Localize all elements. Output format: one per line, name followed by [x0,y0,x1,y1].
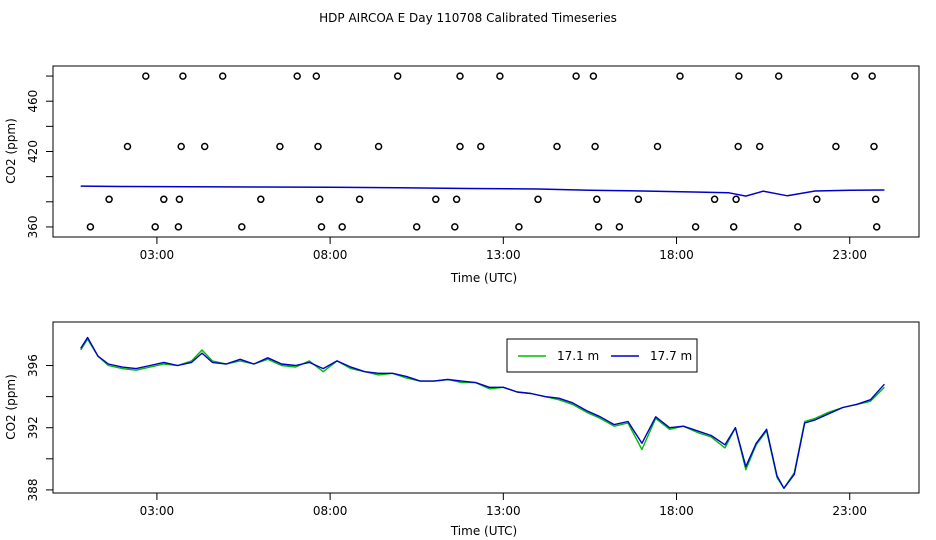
top-marker-point [293,72,301,80]
top-x-tick-label: 23:00 [832,248,867,262]
bottom-panel: 388 392 396 03:00 08:00 13:00 18:00 23:00 17.1… [4,321,920,538]
top-y-axis: 360 420 460 [26,75,53,238]
top-marker-point [534,195,542,204]
top-marker-point [553,142,561,151]
top-marker-point [151,223,159,231]
top-marker-point [794,223,802,231]
bottom-y-axis: 388 392 396 [26,354,53,501]
bottom-y-tick-label: 392 [26,416,40,439]
top-marker-point [456,142,464,151]
top-marker-point [594,223,603,231]
bottom-x-tick-label: 18:00 [659,504,694,518]
top-marker-point [314,142,322,151]
legend: 17.1 m 17.7 m [506,338,698,373]
top-y-tick-label: 360 [26,215,40,238]
top-marker-point [160,195,168,204]
top-marker-point [732,195,740,204]
top-marker-point [735,72,743,80]
top-marker-point [179,72,187,80]
bottom-x-tick-label: 23:00 [832,504,867,518]
top-marker-point [813,195,821,204]
top-marker-point [615,223,624,231]
top-marker-point [710,195,719,204]
legend-label-17-1m: 17.1 m [557,349,599,363]
series-line-17-1m [80,338,885,489]
top-marker-point [593,195,601,204]
top-marker-point [832,142,840,151]
top-marker-point [729,223,738,231]
top-x-tick-label: 13:00 [486,248,521,262]
top-marker-point [374,142,383,151]
top-marker-point [123,142,132,151]
top-marker-point [177,142,185,151]
legend-label-17-7m: 17.7 m [650,349,692,363]
top-marker-point [634,195,643,204]
top-co2-line [80,185,885,197]
top-markers [86,72,881,231]
top-x-tick-label: 18:00 [659,248,694,262]
top-marker-point [432,195,440,204]
top-series-line [80,185,885,197]
top-marker-point [218,72,227,80]
top-marker-point [851,72,859,80]
bottom-x-axis-label: Time (UTC) [450,524,517,538]
top-marker-point [515,223,523,231]
top-panel: 360 420 460 03:00 08:00 13:00 18:00 23:00 Time… [4,65,920,285]
series-line-17-7m [80,336,885,489]
top-x-axis: 03:00 08:00 13:00 18:00 23:00 [140,237,867,262]
bottom-x-axis: 03:00 08:00 13:00 18:00 23:00 [140,493,867,518]
top-marker-point [257,195,265,204]
top-marker-point [105,195,113,204]
top-marker-point [496,72,504,80]
top-marker-point [451,223,459,231]
top-marker-point [315,195,324,204]
top-marker-point [393,72,402,80]
top-marker-point [238,223,246,231]
top-marker-point [572,72,580,80]
top-marker-point [871,195,880,204]
top-marker-point [86,223,95,231]
top-marker-point [355,195,364,204]
top-marker-point [317,223,326,231]
bottom-x-tick-label: 13:00 [486,504,521,518]
bottom-x-tick-label: 08:00 [313,504,348,518]
bottom-y-tick-label: 388 [26,478,40,501]
top-marker-point [200,142,209,151]
bottom-series-lines [80,336,885,489]
top-marker-point [142,72,150,80]
bottom-y-axis-label: CO2 (ppm) [4,374,18,440]
top-marker-point [175,195,184,204]
top-marker-point [591,142,599,151]
top-marker-point [676,72,684,80]
top-y-tick-label: 460 [26,90,40,113]
bottom-x-tick-label: 03:00 [140,504,175,518]
bottom-y-tick-label: 396 [26,354,40,377]
top-plot-frame [52,65,920,238]
top-x-axis-label: Time (UTC) [450,271,517,285]
top-y-tick-label: 420 [26,140,40,163]
top-marker-point [755,142,764,151]
top-marker-point [734,142,742,151]
top-marker-point [872,223,881,231]
top-marker-point [412,223,421,231]
top-marker-point [477,142,485,151]
top-marker-point [456,72,464,80]
top-marker-point [774,72,783,80]
top-x-tick-label: 08:00 [313,248,348,262]
top-marker-point [691,223,700,231]
top-marker-point [653,142,662,151]
top-marker-point [870,142,878,151]
chart-title: HDP AIRCOA E Day 110708 Calibrated Times… [319,11,617,25]
top-marker-point [452,195,461,204]
top-marker-point [338,223,346,231]
top-x-tick-label: 03:00 [140,248,175,262]
top-marker-point [589,72,598,80]
top-y-axis-label: CO2 (ppm) [4,118,18,184]
top-marker-point [276,142,284,151]
top-marker-point [174,223,183,231]
bottom-plot-frame [52,321,920,494]
top-marker-point [868,72,876,80]
top-marker-point [312,72,321,80]
